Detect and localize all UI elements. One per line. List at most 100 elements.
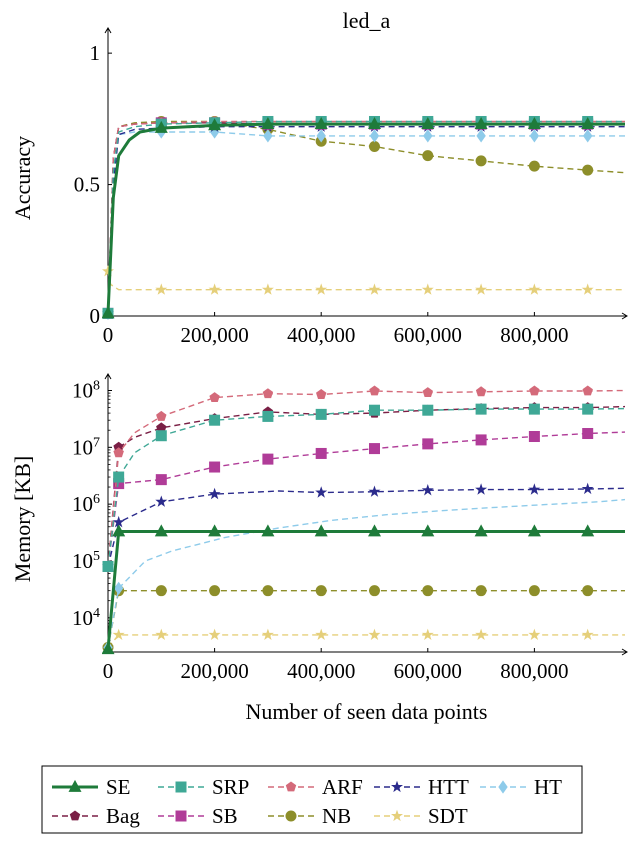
data-point-nb [155, 585, 167, 597]
data-point-htt [208, 487, 221, 500]
series-line-htt [107, 487, 625, 567]
series-sdt [102, 628, 625, 653]
x-tick-label: 600,000 [394, 323, 462, 347]
y-tick-label: 104 [72, 606, 100, 630]
series-line-sb [107, 122, 625, 314]
data-point-se [208, 118, 222, 131]
data-point-arf [113, 447, 124, 458]
y-tick-label: 0 [90, 304, 101, 328]
legend-marker-sdt [391, 809, 403, 822]
data-point-sb [315, 447, 327, 459]
data-point-sb [113, 478, 125, 490]
data-point-sdt [315, 283, 328, 295]
data-point-arf [156, 410, 167, 421]
legend-entry-sb: SB [158, 804, 238, 828]
legend-entry-htt: HTT [374, 775, 469, 799]
legend-label: ARF [322, 775, 363, 799]
data-point-srp [315, 408, 327, 420]
legend-marker-se [68, 779, 82, 792]
data-point-htt [528, 483, 541, 495]
legend-entry-srp: SRP [158, 775, 249, 799]
legend-entry-bag: Bag [52, 804, 140, 828]
x-axis-arrow [621, 312, 628, 320]
data-point-se [314, 117, 328, 129]
series-se [102, 117, 625, 319]
series-sb [102, 428, 625, 572]
series-nb [102, 585, 625, 654]
data-point-srp [113, 471, 125, 483]
data-point-se [102, 306, 115, 319]
data-point-sb [368, 443, 380, 455]
data-point-nb [475, 155, 487, 167]
series-line-sdt [107, 271, 625, 291]
series-bag [102, 117, 625, 318]
data-point-htt [315, 486, 328, 498]
series-line-se [106, 530, 625, 650]
data-point-sb [209, 461, 221, 473]
data-point-sdt [581, 628, 594, 640]
data-point-sdt [368, 628, 381, 640]
x-tick-label: 600,000 [394, 659, 462, 683]
data-point-htt [475, 483, 488, 495]
data-point-arf [262, 388, 274, 399]
data-point-sb [475, 434, 487, 446]
data-point-sdt [475, 283, 488, 295]
data-point-arf [582, 385, 593, 396]
legend-entry-se: SE [52, 775, 131, 799]
data-point-sb [262, 453, 274, 465]
legend-label: NB [322, 804, 351, 828]
series-arf [102, 116, 625, 318]
data-point-sdt [102, 265, 114, 277]
data-point-nb [262, 585, 274, 597]
x-tick-label: 200,000 [180, 659, 248, 683]
data-point-sdt [261, 283, 274, 295]
x-tick-label: 800,000 [500, 659, 568, 683]
data-point-arf [209, 392, 220, 402]
data-point-se [261, 524, 275, 537]
chart-title: led_a [343, 8, 391, 33]
data-point-se [527, 117, 541, 129]
data-point-sb [528, 431, 540, 443]
x-tick-label: 400,000 [287, 323, 355, 347]
legend-marker-bag [69, 810, 81, 821]
series-line-sdt [107, 634, 625, 648]
data-point-sdt [315, 628, 328, 640]
series-line-srp [107, 407, 625, 567]
legend-marker-htt [391, 780, 403, 793]
data-point-srp [209, 414, 221, 426]
series-line-nb [107, 590, 625, 648]
plot-area [102, 115, 625, 320]
y-tick-label: 0.5 [74, 173, 100, 197]
data-point-sdt [581, 283, 594, 295]
legend-marker-arf [285, 781, 297, 792]
y-tick-label: 108 [72, 378, 100, 402]
data-point-nb [209, 585, 221, 597]
data-point-sb [582, 428, 594, 440]
data-point-se [421, 524, 435, 537]
data-point-ht [263, 129, 273, 143]
series-bag [102, 402, 625, 571]
legend-marker-ht [498, 780, 508, 794]
data-point-se [154, 524, 168, 537]
data-point-htt [155, 495, 168, 507]
y-axis-label: Accuracy [10, 136, 35, 220]
chart-panel-1: 0 200,000 400,000 600,000 800,000 0 0.5 1 led_a A… [10, 8, 628, 347]
data-point-nb [368, 140, 380, 152]
data-point-se [527, 524, 541, 537]
data-point-srp [528, 403, 540, 415]
series-htt [102, 482, 625, 572]
data-point-arf [475, 386, 487, 397]
data-point-srp [582, 403, 594, 415]
data-point-sdt [528, 628, 541, 640]
legend-entry-nb: NB [268, 804, 351, 828]
data-point-sdt [421, 628, 434, 640]
series-srp [102, 115, 625, 319]
data-point-ht [316, 129, 326, 143]
legend-label: SB [212, 804, 238, 828]
data-point-nb [422, 585, 434, 597]
legend: SE SRP ARF HTT HT Bag SB NB SDT [41, 765, 583, 834]
data-point-htt [112, 515, 125, 528]
series-htt [102, 120, 625, 319]
series-line-ht [107, 498, 625, 648]
series-se [102, 524, 625, 655]
